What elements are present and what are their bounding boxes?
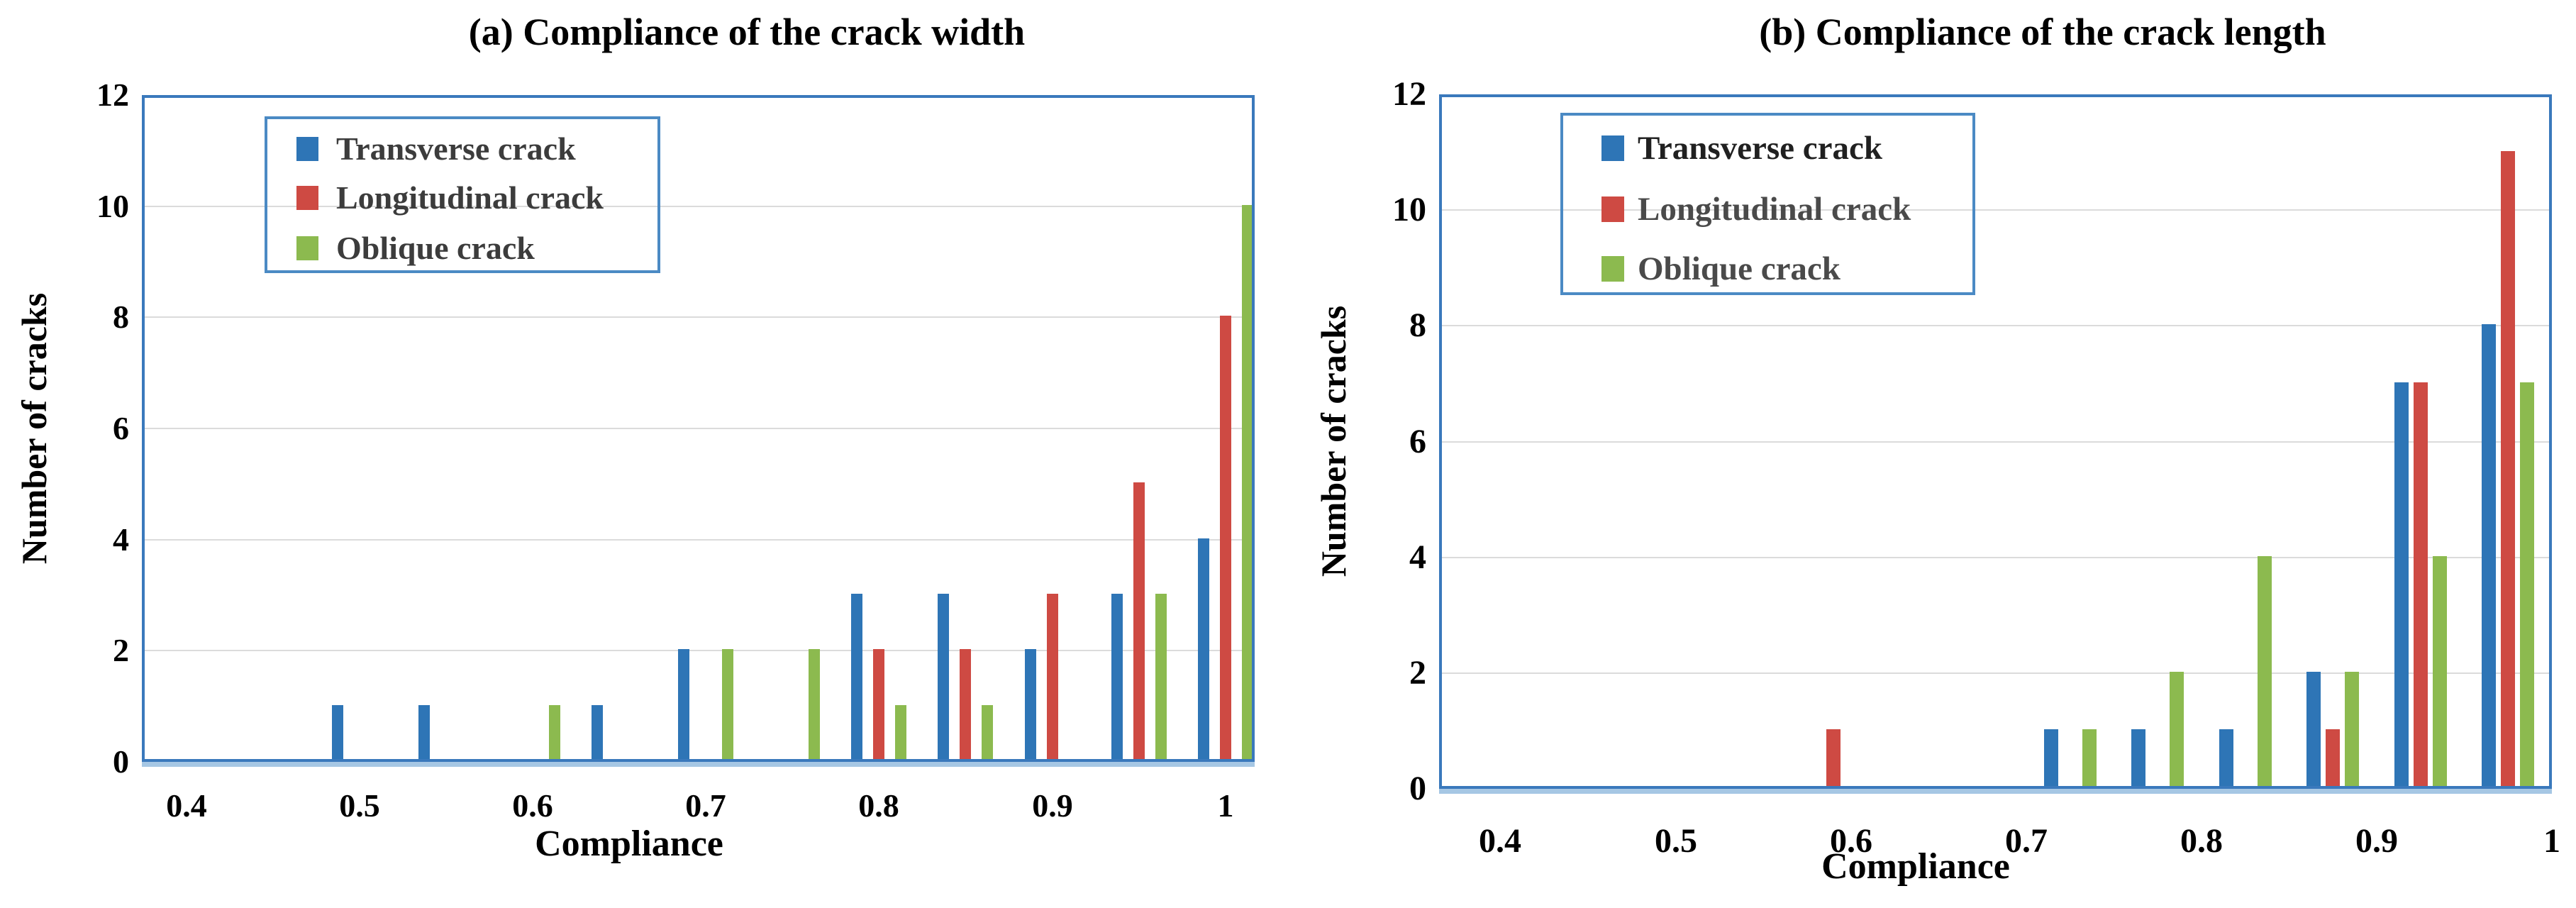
y-tick-label-10: 10: [1392, 191, 1426, 228]
x-tick-label-0.5: 0.5: [339, 787, 380, 824]
legend-swatch-oblique: [1601, 256, 1624, 282]
x-axis-line: [1439, 789, 2552, 794]
bar-longitudinal-1: [1220, 316, 1231, 760]
y-tick-label-4: 4: [1409, 538, 1426, 576]
bar-oblique-0.6: [549, 705, 560, 760]
bar-oblique-0.925: [2433, 556, 2447, 787]
x-tick-label-0.4: 0.4: [1479, 822, 1521, 860]
bar-transverse-0.5: [332, 705, 343, 760]
bar-oblique-0.825: [2258, 556, 2272, 787]
x-tick-label-1: 1: [2543, 822, 2560, 860]
bar-transverse-0.875: [2306, 672, 2321, 787]
y-tick-label-2: 2: [113, 632, 129, 668]
bar-transverse-0.725: [2044, 729, 2058, 787]
bar-oblique-0.95: [1155, 594, 1167, 760]
bar-transverse-0.975: [2482, 324, 2496, 787]
bar-longitudinal-0.925: [2414, 382, 2428, 787]
y-tick-label-2: 2: [1409, 654, 1426, 692]
x-tick-label-0.6: 0.6: [512, 787, 553, 824]
legend-swatch-longitudinal: [296, 186, 318, 210]
bar-transverse-0.95: [1111, 594, 1123, 760]
legend-label-transverse: Transverse crack: [1638, 130, 1882, 167]
x-axis-label: Compliance: [1821, 846, 2010, 887]
bar-longitudinal-0.875: [2326, 729, 2340, 787]
y-tick-label-10: 10: [96, 188, 129, 224]
gridline-y-8: [142, 316, 1255, 318]
gridline-y-8: [1439, 325, 2552, 326]
bar-oblique-0.8: [895, 705, 906, 760]
bar-longitudinal-0.59: [1826, 729, 1841, 787]
bar-longitudinal-0.975: [2501, 151, 2515, 787]
x-tick-label-0.7: 0.7: [2005, 822, 2048, 860]
bar-longitudinal-0.85: [960, 649, 971, 760]
gridline-y-6: [1439, 441, 2552, 443]
x-tick-label-0.4: 0.4: [166, 787, 207, 824]
y-tick-label-6: 6: [113, 410, 129, 446]
x-axis-label: Compliance: [535, 824, 723, 864]
bar-oblique-0.875: [2345, 672, 2359, 787]
bar-transverse-0.775: [2131, 729, 2145, 787]
legend-label-oblique: Oblique crack: [1638, 250, 1841, 287]
legend-label-oblique: Oblique crack: [336, 230, 535, 266]
gridline-y-4: [1439, 557, 2552, 558]
y-axis-label: Number of cracks: [1314, 305, 1353, 577]
y-tick-label-0: 0: [1409, 770, 1426, 807]
bar-oblique-0.725: [2082, 729, 2097, 787]
x-tick-label-1: 1: [1217, 787, 1234, 824]
gridline-y-6: [142, 428, 1255, 429]
bar-oblique-1: [1242, 205, 1253, 760]
bar-transverse-0.9: [1025, 649, 1036, 760]
legend-swatch-transverse: [1601, 135, 1624, 161]
gridline-y-10: [142, 206, 1255, 207]
bar-transverse-0.55: [418, 705, 430, 760]
y-tick-label-8: 8: [113, 299, 129, 335]
y-axis-label: Number of cracks: [14, 292, 54, 565]
bar-transverse-1: [1198, 538, 1209, 760]
x-tick-label-0.9: 0.9: [1032, 787, 1073, 824]
gridline-y-2: [1439, 672, 2552, 674]
gridline-y-2: [142, 650, 1255, 651]
bar-oblique-0.85: [982, 705, 993, 760]
x-tick-label-0.8: 0.8: [2180, 822, 2223, 860]
bar-oblique-0.75: [809, 649, 820, 760]
bar-oblique-0.775: [2170, 672, 2184, 787]
y-tick-label-0: 0: [113, 743, 129, 780]
bar-oblique-0.7: [722, 649, 733, 760]
gridline-y-4: [142, 539, 1255, 541]
bar-transverse-0.8: [851, 594, 862, 760]
bar-longitudinal-0.8: [873, 649, 884, 760]
bar-transverse-0.65: [592, 705, 603, 760]
x-tick-label-0.8: 0.8: [858, 787, 899, 824]
chart-title: (b) Compliance of the crack length: [1759, 11, 2326, 53]
y-tick-label-12: 12: [96, 77, 129, 113]
x-tick-label-0.5: 0.5: [1655, 822, 1697, 860]
bar-oblique-0.975: [2520, 382, 2534, 787]
bar-longitudinal-0.95: [1133, 482, 1145, 760]
chart-panel-crack-length: (b) Compliance of the crack length Numbe…: [1288, 0, 2576, 908]
y-tick-label-8: 8: [1409, 306, 1426, 344]
x-tick-label-0.9: 0.9: [2355, 822, 2398, 860]
y-tick-label-6: 6: [1409, 423, 1426, 460]
y-tick-label-12: 12: [1392, 75, 1426, 113]
bar-transverse-0.85: [938, 594, 949, 760]
legend-label-longitudinal: Longitudinal crack: [1638, 191, 1911, 228]
bar-longitudinal-0.9: [1047, 594, 1058, 760]
gridline-y-10: [1439, 209, 2552, 211]
legend-label-transverse: Transverse crack: [336, 131, 576, 167]
legend-label-longitudinal: Longitudinal crack: [336, 179, 604, 216]
legend: Transverse crack Longitudinal crack Obliqu…: [265, 116, 660, 273]
x-axis-line: [142, 762, 1255, 767]
legend-swatch-oblique: [296, 236, 318, 260]
legend: Transverse crack Longitudinal crack Obliqu…: [1560, 113, 1975, 295]
chart-panel-crack-width: (a) Compliance of the crack width Number…: [14, 11, 1255, 864]
x-tick-label-0.7: 0.7: [685, 787, 726, 824]
legend-swatch-transverse: [296, 137, 318, 161]
x-tick-label-0.6: 0.6: [1830, 822, 1872, 860]
y-tick-label-4: 4: [113, 521, 129, 558]
chart-title: (a) Compliance of the crack width: [468, 11, 1026, 53]
legend-swatch-longitudinal: [1601, 196, 1624, 222]
bar-transverse-0.7: [678, 649, 689, 760]
bar-transverse-0.925: [2394, 382, 2409, 787]
bar-transverse-0.825: [2219, 729, 2233, 787]
